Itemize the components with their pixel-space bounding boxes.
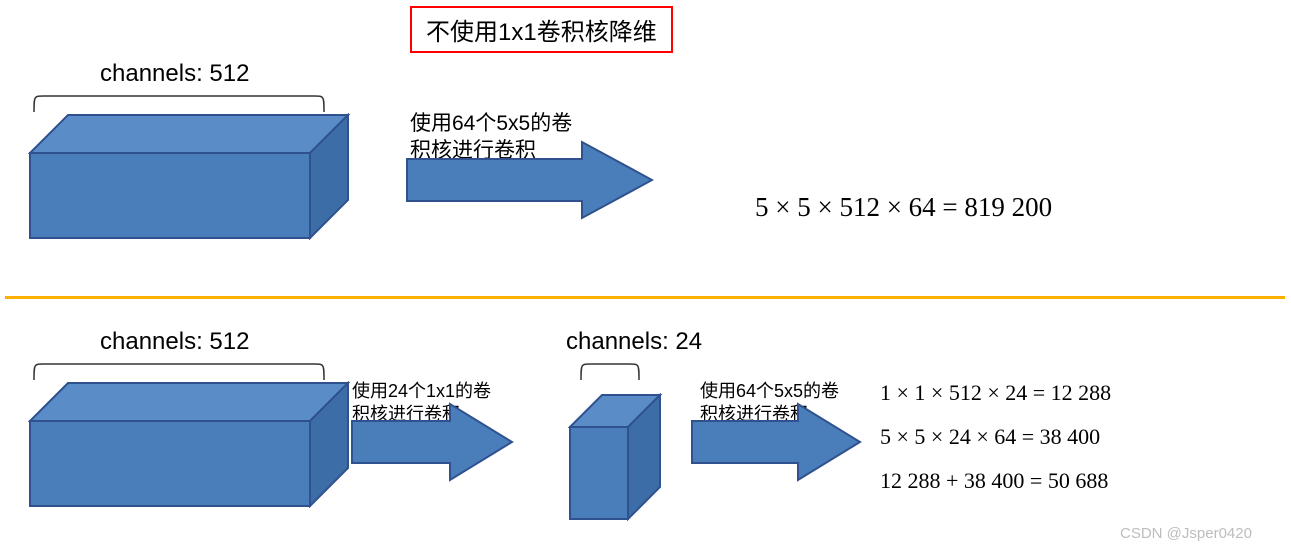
bracket-512-bottom — [33, 363, 325, 381]
section-divider — [5, 296, 1285, 299]
equation-b3: 12 288 + 38 400 = 50 688 — [880, 468, 1108, 494]
cuboid-512-bottom — [28, 381, 350, 508]
arrow3-caption-l1: 使用64个5x5的卷 — [700, 381, 839, 401]
title-box: 不使用1x1卷积核降维 — [410, 6, 673, 53]
arrow-conv-5x5-top — [405, 140, 654, 220]
arrow1-caption-l1: 使用64个5x5的卷 — [410, 112, 572, 135]
bracket-24 — [580, 363, 640, 381]
arrow2-caption-l1: 使用24个1x1的卷 — [352, 381, 491, 401]
channels-label-512-top: channels: 512 — [100, 60, 249, 88]
bracket-512-top — [33, 95, 325, 113]
cuboid-24 — [568, 393, 662, 521]
arrow-conv-5x5-bottom — [690, 402, 862, 482]
equation-top: 5 × 5 × 512 × 64 = 819 200 — [755, 192, 1052, 223]
equation-b1: 1 × 1 × 512 × 24 = 12 288 — [880, 380, 1111, 406]
watermark: CSDN @Jsper0420 — [1120, 525, 1252, 542]
channels-label-24: channels: 24 — [566, 328, 702, 356]
arrow-conv-1x1 — [350, 402, 514, 482]
cuboid-512-top — [28, 113, 350, 240]
equation-b2: 5 × 5 × 24 × 64 = 38 400 — [880, 424, 1100, 450]
channels-label-512-bottom: channels: 512 — [100, 328, 249, 356]
